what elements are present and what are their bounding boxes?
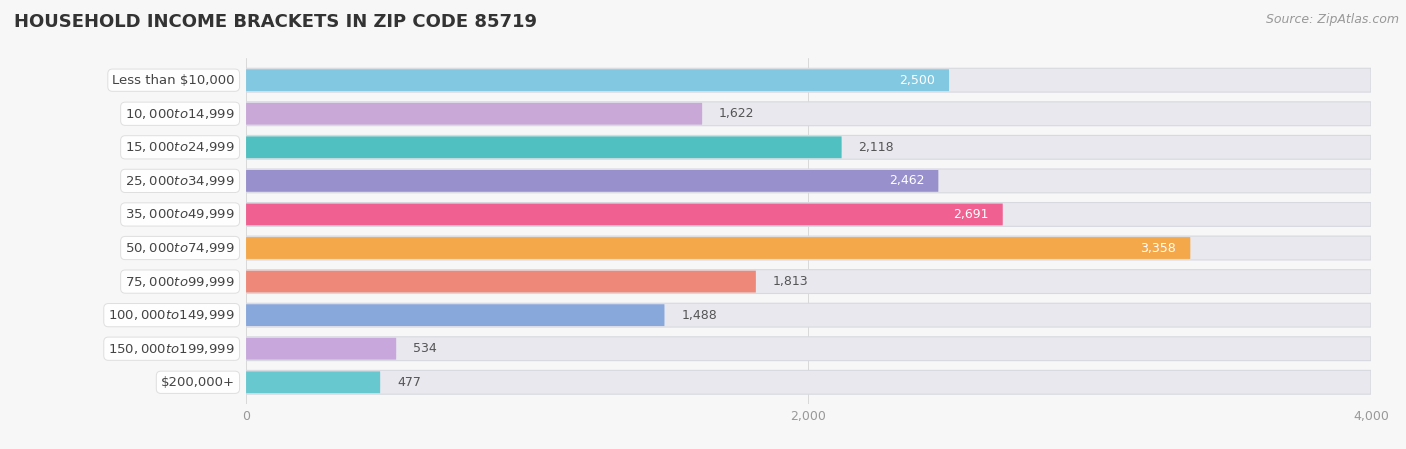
Text: Less than $10,000: Less than $10,000 xyxy=(112,74,235,87)
FancyBboxPatch shape xyxy=(246,271,756,292)
Text: $100,000 to $149,999: $100,000 to $149,999 xyxy=(108,308,235,322)
FancyBboxPatch shape xyxy=(246,69,949,91)
FancyBboxPatch shape xyxy=(246,103,702,125)
FancyBboxPatch shape xyxy=(246,237,1191,259)
Text: 477: 477 xyxy=(396,376,420,389)
Text: $200,000+: $200,000+ xyxy=(160,376,235,389)
FancyBboxPatch shape xyxy=(246,102,1371,126)
FancyBboxPatch shape xyxy=(246,304,665,326)
FancyBboxPatch shape xyxy=(246,303,1371,327)
FancyBboxPatch shape xyxy=(246,270,1371,294)
Text: 1,488: 1,488 xyxy=(682,308,717,321)
FancyBboxPatch shape xyxy=(246,202,1371,226)
Text: HOUSEHOLD INCOME BRACKETS IN ZIP CODE 85719: HOUSEHOLD INCOME BRACKETS IN ZIP CODE 85… xyxy=(14,13,537,31)
FancyBboxPatch shape xyxy=(246,170,938,192)
Text: $150,000 to $199,999: $150,000 to $199,999 xyxy=(108,342,235,356)
Text: $15,000 to $24,999: $15,000 to $24,999 xyxy=(125,141,235,154)
Text: 2,118: 2,118 xyxy=(859,141,894,154)
Text: 2,500: 2,500 xyxy=(898,74,935,87)
Text: Source: ZipAtlas.com: Source: ZipAtlas.com xyxy=(1265,13,1399,26)
Text: 1,622: 1,622 xyxy=(718,107,755,120)
Text: 534: 534 xyxy=(413,342,437,355)
FancyBboxPatch shape xyxy=(246,371,380,393)
Text: 2,462: 2,462 xyxy=(889,174,924,187)
FancyBboxPatch shape xyxy=(246,337,1371,361)
FancyBboxPatch shape xyxy=(246,136,842,158)
Text: 3,358: 3,358 xyxy=(1140,242,1177,255)
Text: $50,000 to $74,999: $50,000 to $74,999 xyxy=(125,241,235,255)
FancyBboxPatch shape xyxy=(246,370,1371,394)
FancyBboxPatch shape xyxy=(246,68,1371,92)
Text: 1,813: 1,813 xyxy=(773,275,808,288)
FancyBboxPatch shape xyxy=(246,169,1371,193)
Text: $35,000 to $49,999: $35,000 to $49,999 xyxy=(125,207,235,221)
Text: $75,000 to $99,999: $75,000 to $99,999 xyxy=(125,275,235,289)
Text: 2,691: 2,691 xyxy=(953,208,988,221)
FancyBboxPatch shape xyxy=(246,203,1002,225)
FancyBboxPatch shape xyxy=(246,236,1371,260)
Text: $10,000 to $14,999: $10,000 to $14,999 xyxy=(125,107,235,121)
FancyBboxPatch shape xyxy=(246,338,396,360)
Text: $25,000 to $34,999: $25,000 to $34,999 xyxy=(125,174,235,188)
FancyBboxPatch shape xyxy=(246,136,1371,159)
